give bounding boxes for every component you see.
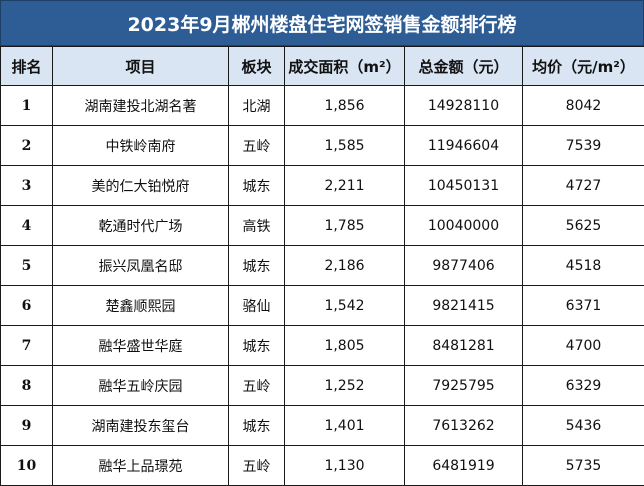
table-row: 4 乾通时代广场 高铁 1,785 10040000 5625 <box>0 205 644 246</box>
cell-project: 湖南建投北湖名著 <box>52 85 229 126</box>
header-project: 项目 <box>52 46 229 86</box>
table-row: 6 楚鑫顺熙园 骆仙 1,542 9821415 6371 <box>0 285 644 326</box>
cell-area: 1,856 <box>284 85 405 126</box>
cell-area: 1,805 <box>284 325 405 366</box>
ranking-table: 排名 项目 板块 成交面积（m²） 总金额（元） 均价（元/m²） 1 湖南建投… <box>0 46 644 486</box>
cell-total: 7925795 <box>404 365 523 406</box>
cell-district: 城东 <box>228 405 285 446</box>
table-row: 9 湖南建投东玺台 城东 1,401 7613262 5436 <box>0 405 644 446</box>
header-total: 总金额（元） <box>404 46 523 86</box>
cell-district: 五岭 <box>228 365 285 406</box>
cell-rank: 8 <box>0 365 53 406</box>
header-rank: 排名 <box>0 46 53 86</box>
cell-project: 融华五岭庆园 <box>52 365 229 406</box>
cell-rank: 4 <box>0 205 53 246</box>
cell-avg-price: 8042 <box>522 85 644 126</box>
cell-district: 北湖 <box>228 85 285 126</box>
cell-project: 中铁岭南府 <box>52 125 229 166</box>
cell-avg-price: 4518 <box>522 245 644 286</box>
table-header-row: 排名 项目 板块 成交面积（m²） 总金额（元） 均价（元/m²） <box>0 46 644 86</box>
cell-district: 五岭 <box>228 445 285 486</box>
cell-avg-price: 4700 <box>522 325 644 366</box>
cell-avg-price: 4727 <box>522 165 644 206</box>
cell-rank: 10 <box>0 445 53 486</box>
cell-total: 10450131 <box>404 165 523 206</box>
cell-area: 1,401 <box>284 405 405 446</box>
cell-rank: 7 <box>0 325 53 366</box>
cell-rank: 1 <box>0 85 53 126</box>
cell-district: 城东 <box>228 245 285 286</box>
cell-avg-price: 7539 <box>522 125 644 166</box>
table-row: 10 融华上品璟苑 五岭 1,130 6481919 5735 <box>0 445 644 486</box>
cell-rank: 6 <box>0 285 53 326</box>
cell-total: 8481281 <box>404 325 523 366</box>
table-row: 3 美的仁大铂悦府 城东 2,211 10450131 4727 <box>0 165 644 206</box>
table-row: 8 融华五岭庆园 五岭 1,252 7925795 6329 <box>0 365 644 406</box>
cell-total: 10040000 <box>404 205 523 246</box>
cell-total: 14928110 <box>404 85 523 126</box>
cell-rank: 2 <box>0 125 53 166</box>
header-area: 成交面积（m²） <box>284 46 405 86</box>
cell-total: 9877406 <box>404 245 523 286</box>
cell-area: 2,186 <box>284 245 405 286</box>
cell-total: 7613262 <box>404 405 523 446</box>
cell-district: 城东 <box>228 325 285 366</box>
cell-district: 城东 <box>228 165 285 206</box>
cell-rank: 9 <box>0 405 53 446</box>
table-row: 5 振兴凤凰名邸 城东 2,186 9877406 4518 <box>0 245 644 286</box>
cell-avg-price: 6329 <box>522 365 644 406</box>
cell-avg-price: 5735 <box>522 445 644 486</box>
cell-avg-price: 6371 <box>522 285 644 326</box>
cell-area: 1,252 <box>284 365 405 406</box>
cell-area: 1,585 <box>284 125 405 166</box>
cell-project: 楚鑫顺熙园 <box>52 285 229 326</box>
cell-project: 乾通时代广场 <box>52 205 229 246</box>
cell-district: 五岭 <box>228 125 285 166</box>
cell-project: 美的仁大铂悦府 <box>52 165 229 206</box>
cell-area: 1,542 <box>284 285 405 326</box>
header-avg-price: 均价（元/m²） <box>522 46 644 86</box>
cell-project: 湖南建投东玺台 <box>52 405 229 446</box>
cell-rank: 3 <box>0 165 53 206</box>
table-row: 2 中铁岭南府 五岭 1,585 11946604 7539 <box>0 125 644 166</box>
cell-project: 融华上品璟苑 <box>52 445 229 486</box>
cell-avg-price: 5436 <box>522 405 644 446</box>
cell-rank: 5 <box>0 245 53 286</box>
cell-area: 1,785 <box>284 205 405 246</box>
table-row: 7 融华盛世华庭 城东 1,805 8481281 4700 <box>0 325 644 366</box>
cell-total: 11946604 <box>404 125 523 166</box>
cell-project: 振兴凤凰名邸 <box>52 245 229 286</box>
header-district: 板块 <box>228 46 285 86</box>
cell-district: 骆仙 <box>228 285 285 326</box>
table-row: 1 湖南建投北湖名著 北湖 1,856 14928110 8042 <box>0 85 644 126</box>
cell-total: 9821415 <box>404 285 523 326</box>
cell-avg-price: 5625 <box>522 205 644 246</box>
cell-total: 6481919 <box>404 445 523 486</box>
cell-area: 1,130 <box>284 445 405 486</box>
cell-area: 2,211 <box>284 165 405 206</box>
cell-district: 高铁 <box>228 205 285 246</box>
cell-project: 融华盛世华庭 <box>52 325 229 366</box>
page-title: 2023年9月郴州楼盘住宅网签销售金额排行榜 <box>0 0 644 46</box>
